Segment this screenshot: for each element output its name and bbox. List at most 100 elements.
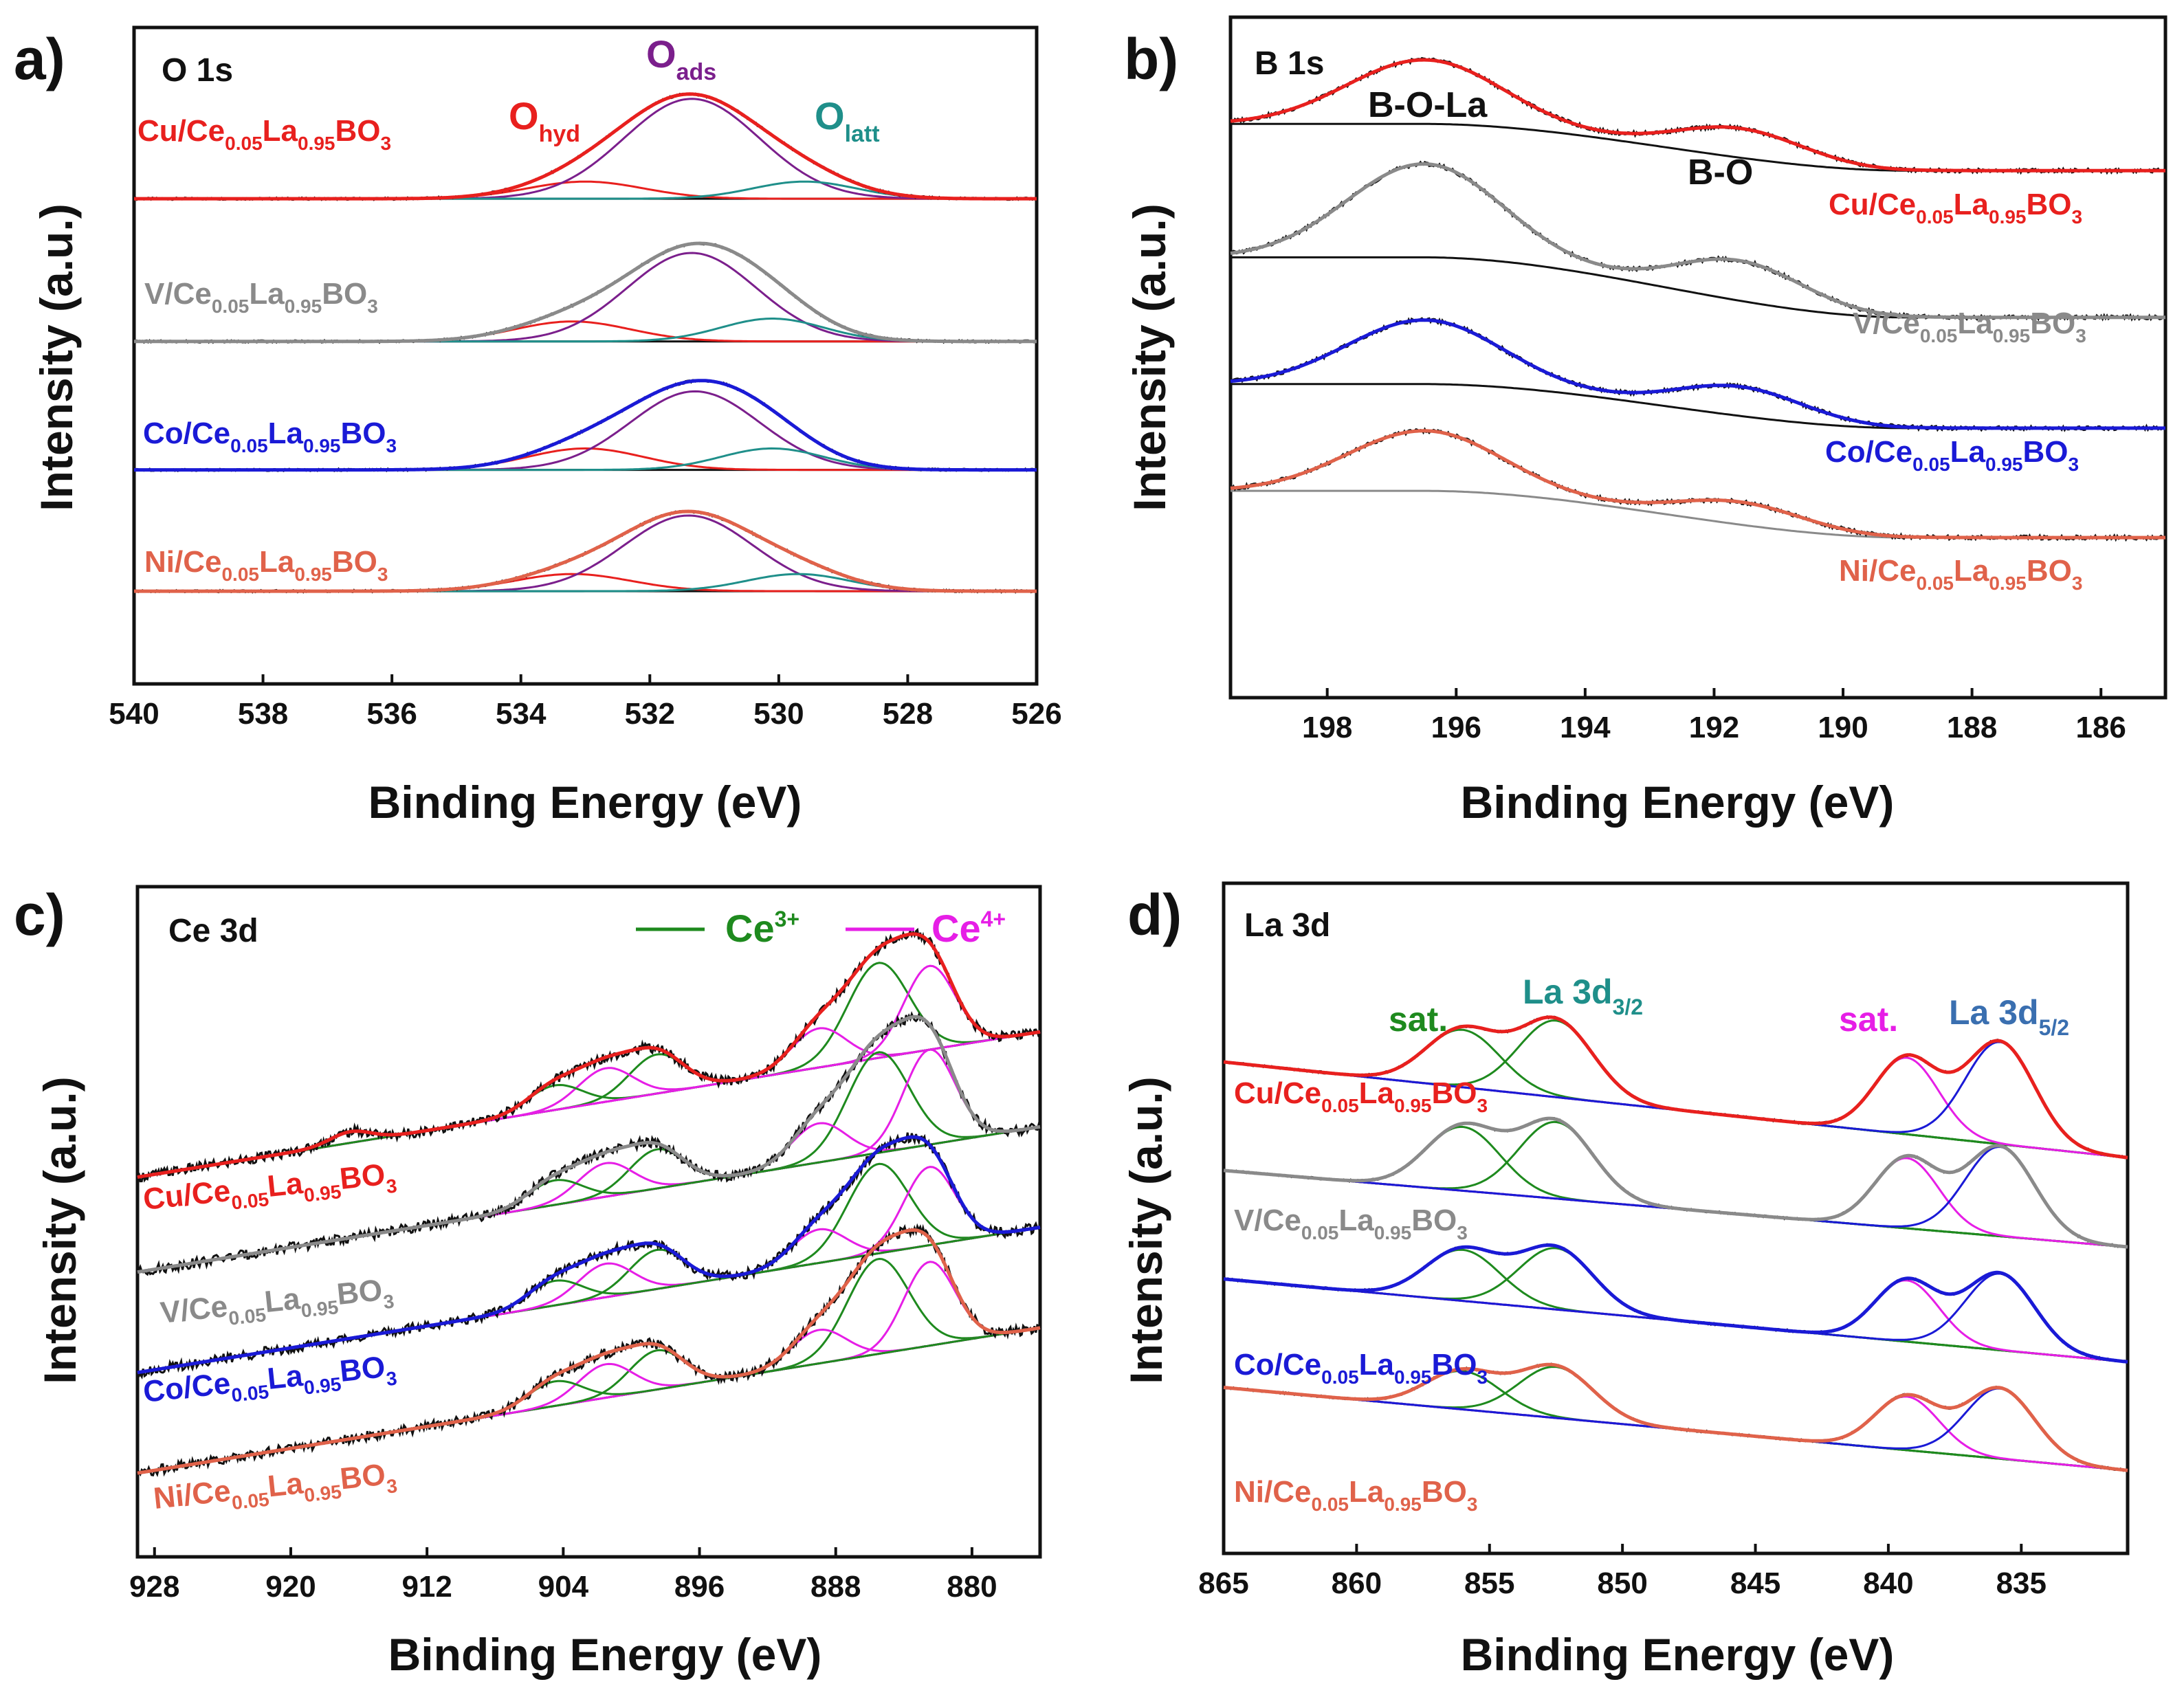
y-axis-label-c: Intensity (a.u.) xyxy=(34,1076,85,1384)
svg-text:Cu/Ce0.05La0.95BO3: Cu/Ce0.05La0.95BO3 xyxy=(1829,188,2082,228)
x-tick-label: 538 xyxy=(238,697,288,731)
sample-label-ni-a: Ni/Ce0.05La0.95BO3 xyxy=(144,545,388,585)
core-label-la3d: La 3d xyxy=(1244,907,1330,944)
peak-label-sat-52: sat. xyxy=(1839,1000,1898,1039)
x-tick-label: 194 xyxy=(1560,711,1611,744)
x-axis-label-d: Binding Energy (eV) xyxy=(1461,1629,1895,1680)
x-tick-label: 912 xyxy=(401,1570,452,1604)
peak-label-olatt: Olatt xyxy=(815,94,880,147)
legend-ce: Ce3+ Ce4+ xyxy=(636,907,1006,950)
svg-text:V/Ce0.05La0.95BO3: V/Ce0.05La0.95BO3 xyxy=(1853,307,2086,346)
sample-label-cu-c: Cu/Ce0.05La0.95BO3 xyxy=(142,1157,398,1223)
fit-envelope xyxy=(1223,1015,2128,1160)
svg-text:Ni/Ce0.05La0.95BO3: Ni/Ce0.05La0.95BO3 xyxy=(1234,1475,1477,1515)
sample-label-ni-b: Ni/Ce0.05La0.95BO3 xyxy=(1839,554,2082,594)
svg-text:V/Ce0.05La0.95BO3: V/Ce0.05La0.95BO3 xyxy=(1234,1204,1468,1243)
component-la-3d3-2 xyxy=(1223,1247,2128,1363)
fit-envelope xyxy=(1223,1362,2128,1472)
x-tick-label: 865 xyxy=(1198,1566,1248,1600)
component-la-3d3-2 xyxy=(1223,1365,2128,1472)
svg-text:Co/Ce0.05La0.95BO3: Co/Ce0.05La0.95BO3 xyxy=(1825,435,2079,475)
svg-text:Co/Ce0.05La0.95BO3: Co/Ce0.05La0.95BO3 xyxy=(142,1349,398,1415)
fit-envelope xyxy=(137,1228,1041,1475)
svg-text:Ni/Ce0.05La0.95BO3: Ni/Ce0.05La0.95BO3 xyxy=(152,1456,399,1522)
panel-letter-c: c) xyxy=(14,883,65,947)
sample-label-cu-d: Cu/Ce0.05La0.95BO3 xyxy=(1234,1076,1488,1116)
legend-label-ce3: Ce3+ xyxy=(725,907,799,950)
x-axis-label-a: Binding Energy (eV) xyxy=(368,777,802,828)
sample-label-co-a: Co/Ce0.05La0.95BO3 xyxy=(143,417,397,456)
x-tick-label: 860 xyxy=(1332,1566,1382,1600)
x-tick-label: 534 xyxy=(496,697,547,731)
svg-text:V/Ce0.05La0.95BO3: V/Ce0.05La0.95BO3 xyxy=(159,1272,395,1336)
x-tick-label: 188 xyxy=(1947,711,1997,744)
x-tick-label: 532 xyxy=(625,697,675,731)
peak-label-b-o-la: B-O-La xyxy=(1368,85,1488,125)
x-tick-label: 198 xyxy=(1302,711,1352,744)
baseline-line xyxy=(1231,383,2165,430)
fit-envelope xyxy=(134,241,1037,344)
sample-label-ni-c: Ni/Ce0.05La0.95BO3 xyxy=(152,1456,399,1522)
svg-text:Cu/Ce0.05La0.95BO3: Cu/Ce0.05La0.95BO3 xyxy=(142,1157,398,1223)
fit-envelope xyxy=(137,1135,1041,1375)
plot-area-a xyxy=(133,92,1038,594)
svg-text:Ni/Ce0.05La0.95BO3: Ni/Ce0.05La0.95BO3 xyxy=(1839,554,2082,594)
sample-label-v-b: V/Ce0.05La0.95BO3 xyxy=(1853,307,2086,346)
svg-text:Co/Ce0.05La0.95BO3: Co/Ce0.05La0.95BO3 xyxy=(1234,1348,1488,1388)
fit-envelope xyxy=(134,379,1037,472)
plot-frame-a xyxy=(132,25,1039,686)
legend-label-ce4: Ce4+ xyxy=(931,907,1006,950)
x-tick-label: 896 xyxy=(674,1570,725,1604)
fit-envelope xyxy=(137,932,1041,1179)
sample-label-v-a: V/Ce0.05La0.95BO3 xyxy=(144,277,378,317)
fit-envelope xyxy=(1223,1116,2128,1249)
panel-letter-a: a) xyxy=(14,27,65,91)
baseline-line xyxy=(1231,489,2165,539)
fit-envelope xyxy=(1230,429,2165,540)
fit-envelope xyxy=(134,509,1037,593)
x-tick-label: 540 xyxy=(109,697,159,731)
fit-envelope xyxy=(134,92,1037,201)
panel-la3d: d) La 3d 865 860 855 850 845 840 835 sat. La 3… xyxy=(1121,881,2130,1680)
peak-label-oads: Oads xyxy=(646,32,716,85)
y-axis-label-d: Intensity (a.u.) xyxy=(1121,1076,1171,1384)
x-tick-label: 840 xyxy=(1863,1566,1913,1600)
x-tick-label: 528 xyxy=(883,697,933,731)
panel-o1s: a) O 1s 540 538 536 534 532 530 528 526 Ohyd Oa… xyxy=(14,25,1062,828)
peak-label-la3d52: La 3d5/2 xyxy=(1949,993,2069,1040)
svg-text:Cu/Ce0.05La0.95BO3: Cu/Ce0.05La0.95BO3 xyxy=(137,114,391,154)
peak-label-sat-32: sat. xyxy=(1389,1000,1448,1039)
sample-label-ni-d: Ni/Ce0.05La0.95BO3 xyxy=(1234,1475,1477,1515)
core-label-o1s: O 1s xyxy=(162,52,233,89)
x-ticks-d: 865 860 855 850 845 840 835 xyxy=(1198,1544,2047,1600)
x-ticks-c: 928 920 912 904 896 888 880 xyxy=(129,1547,997,1604)
fit-envelope xyxy=(1223,1243,2128,1364)
x-tick-label: 850 xyxy=(1597,1566,1647,1600)
peak-label-b-o: B-O xyxy=(1688,153,1753,192)
x-tick-label: 880 xyxy=(947,1570,997,1604)
component-ce3- xyxy=(137,962,1041,1178)
y-axis-label-b: Intensity (a.u.) xyxy=(1124,203,1175,511)
x-tick-label: 835 xyxy=(1996,1566,2047,1600)
component-ce4- xyxy=(137,964,1041,1178)
x-tick-label: 928 xyxy=(129,1570,179,1604)
plot-area-b xyxy=(1230,56,2167,542)
x-ticks-a: 540 538 536 534 532 530 528 526 xyxy=(109,674,1062,731)
svg-text:V/Ce0.05La0.95BO3: V/Ce0.05La0.95BO3 xyxy=(144,277,378,317)
sample-label-v-d: V/Ce0.05La0.95BO3 xyxy=(1234,1204,1468,1243)
peak-label-ohyd: Ohyd xyxy=(509,94,580,147)
x-tick-label: 186 xyxy=(2075,711,2126,744)
y-axis-label-a: Intensity (a.u.) xyxy=(31,203,82,511)
sample-label-co-b: Co/Ce0.05La0.95BO3 xyxy=(1825,435,2079,475)
sample-label-co-c: Co/Ce0.05La0.95BO3 xyxy=(142,1349,398,1415)
fit-envelope xyxy=(137,1015,1041,1274)
plot-frame-c xyxy=(135,885,1042,1559)
x-tick-label: 196 xyxy=(1431,711,1481,744)
svg-text:Ni/Ce0.05La0.95BO3: Ni/Ce0.05La0.95BO3 xyxy=(144,545,388,585)
x-tick-label: 888 xyxy=(810,1570,861,1604)
sample-label-cu-a: Cu/Ce0.05La0.95BO3 xyxy=(137,114,391,154)
raw-spectrum xyxy=(1223,1243,2128,1364)
plot-area-c xyxy=(136,927,1041,1478)
panel-b1s: b) B 1s 198 196 194 192 190 188 186 B-O-La B-O… xyxy=(1124,15,2168,828)
